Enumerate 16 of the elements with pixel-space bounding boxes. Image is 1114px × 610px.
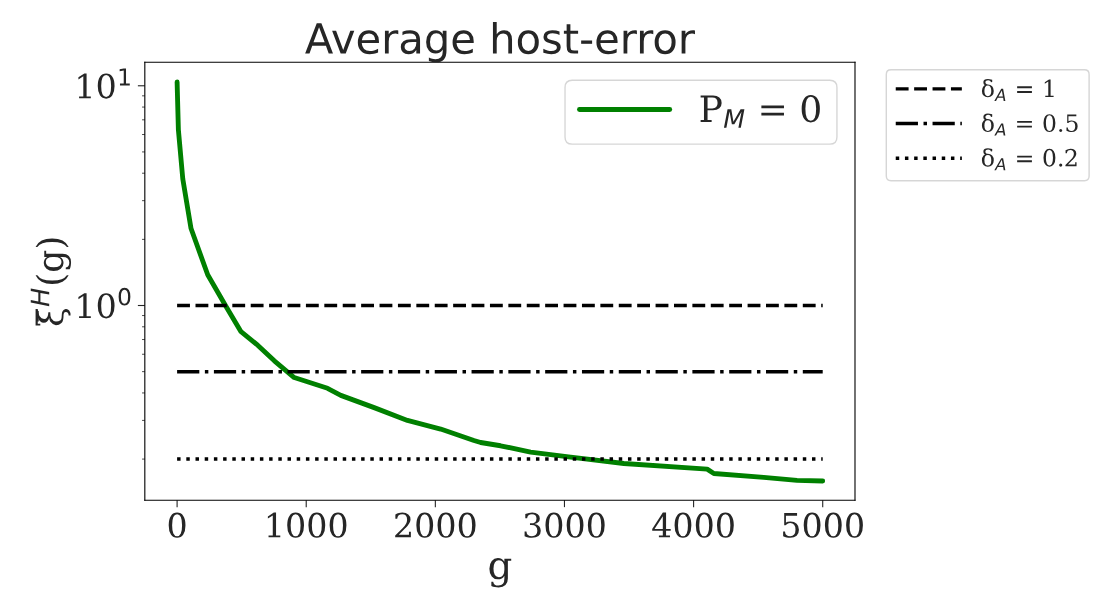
x-axis-title: g: [489, 558, 512, 588]
legend-label: δ$_{A}$ = 1: [981, 78, 1054, 101]
x-tick-label: 2000: [395, 512, 476, 538]
legend-label: δ$_{A}$ = 0.5: [981, 113, 1078, 136]
line-series: [174, 79, 826, 484]
chart-title: Average host-error: [305, 21, 695, 63]
x-tick-label: 4000: [652, 512, 734, 538]
legend-label: P$_{M}$ = 0: [700, 95, 820, 128]
x-tick-label: 1000: [267, 512, 347, 538]
x-tick-label: 5000: [783, 512, 863, 538]
x-tick-label: 3000: [524, 512, 605, 538]
y-tick-label: 10$^{1}$: [78, 68, 130, 99]
legend-label: δ$_{A}$ = 0.2: [981, 148, 1077, 171]
y-axis-title: ξ̄$^{H}$(g): [30, 238, 72, 326]
y-tick-label: 10$^{0}$: [78, 287, 131, 319]
x-tick-label: 0: [168, 512, 186, 538]
